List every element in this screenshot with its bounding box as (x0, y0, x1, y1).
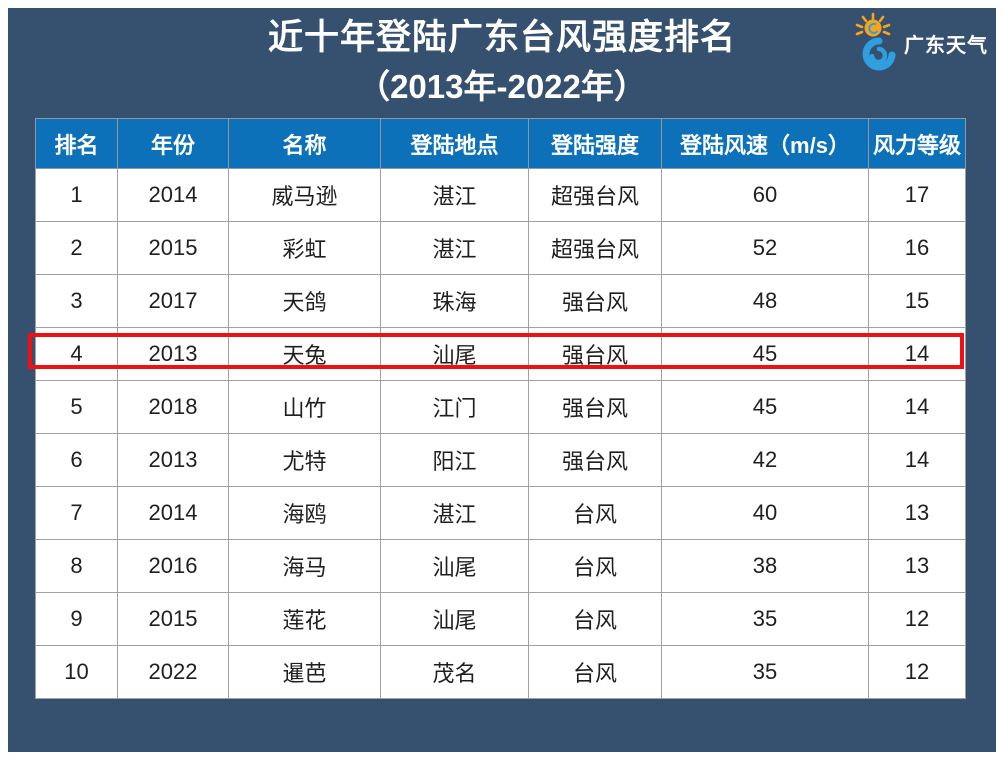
board: 近十年登陆广东台风强度排名 （2013年-2022年） 广东天气 (8, 8, 996, 752)
table-cell: 尤特 (228, 433, 381, 487)
table-cell: 2013 (117, 433, 229, 487)
col-header-year: 年份 (117, 118, 229, 169)
page-title: 近十年登陆广东台风强度排名 (267, 18, 736, 57)
table-cell: 2015 (117, 592, 229, 646)
col-header-landfall-location: 登陆地点 (380, 118, 529, 169)
col-header-landfall-intensity: 登陆强度 (528, 118, 662, 169)
table-cell: 山竹 (228, 380, 381, 434)
table-cell: 暹芭 (228, 645, 381, 699)
table-cell: 5 (35, 380, 118, 434)
table-cell: 超强台风 (528, 168, 662, 222)
table-cell: 45 (661, 327, 869, 381)
table-row: 1 2014 威马逊 湛江 超强台风 60 17 (35, 168, 966, 222)
table-cell: 彩虹 (228, 221, 381, 275)
table-cell: 2 (35, 221, 118, 275)
table-cell: 天兔 (228, 327, 381, 381)
table-row: 3 2017 天鸽 珠海 强台风 48 15 (35, 274, 966, 328)
table-cell: 台风 (528, 592, 662, 646)
table-cell: 1 (35, 168, 118, 222)
table-cell: 45 (661, 380, 869, 434)
table-cell: 14 (868, 433, 966, 487)
table-cell: 台风 (528, 645, 662, 699)
table-cell: 2015 (117, 221, 229, 275)
table-cell: 茂名 (380, 645, 529, 699)
table-cell: 阳江 (380, 433, 529, 487)
table-cell: 7 (35, 486, 118, 540)
table-cell: 8 (35, 539, 118, 593)
sun-typhoon-icon (855, 12, 896, 71)
table-cell: 12 (868, 592, 966, 646)
table-cell: 42 (661, 433, 869, 487)
table-cell: 40 (661, 486, 869, 540)
table-cell: 湛江 (380, 221, 529, 275)
col-header-wind-speed: 登陆风速（m/s） (661, 118, 869, 169)
table-cell: 10 (35, 645, 118, 699)
table-cell: 海鸥 (228, 486, 381, 540)
table-cell: 17 (868, 168, 966, 222)
table-row: 8 2016 海马 汕尾 台风 38 13 (35, 539, 966, 593)
table-cell: 35 (661, 645, 869, 699)
table-cell: 35 (661, 592, 869, 646)
table-row: 9 2015 莲花 汕尾 台风 35 12 (35, 592, 966, 646)
table-cell: 2014 (117, 486, 229, 540)
table-body: 1 2014 威马逊 湛江 超强台风 60 17 2 2015 彩虹 湛江 超强台风 52 16 3 2017… (35, 168, 966, 699)
table-row: 6 2013 尤特 阳江 强台风 42 14 (35, 433, 966, 487)
table-cell: 湛江 (380, 486, 529, 540)
table-row: 5 2018 山竹 江门 强台风 45 14 (35, 380, 966, 434)
table-cell: 14 (868, 380, 966, 434)
table-cell: 2016 (117, 539, 229, 593)
table-cell: 强台风 (528, 380, 662, 434)
table-cell: 2017 (117, 274, 229, 328)
table-cell: 13 (868, 539, 966, 593)
table-cell: 莲花 (228, 592, 381, 646)
table-cell: 3 (35, 274, 118, 328)
typhoon-table: 排名 年份 名称 登陆地点 登陆强度 登陆风速（m/s） 风力等级 1 2014 威… (35, 118, 966, 699)
table-cell: 48 (661, 274, 869, 328)
col-header-wind-scale: 风力等级 (868, 118, 966, 169)
table-cell: 60 (661, 168, 869, 222)
table-cell: 强台风 (528, 274, 662, 328)
table-cell: 海马 (228, 539, 381, 593)
table-cell: 强台风 (528, 433, 662, 487)
table-cell: 台风 (528, 486, 662, 540)
table-cell: 超强台风 (528, 221, 662, 275)
table-cell: 天鸽 (228, 274, 381, 328)
table-row: 7 2014 海鸥 湛江 台风 40 13 (35, 486, 966, 540)
page-subtitle: （2013年-2022年） (357, 68, 647, 105)
table-cell: 湛江 (380, 168, 529, 222)
logo-text: 广东天气 (904, 34, 988, 57)
table-row: 2 2015 彩虹 湛江 超强台风 52 16 (35, 221, 966, 275)
table-cell: 威马逊 (228, 168, 381, 222)
table-cell: 15 (868, 274, 966, 328)
table-row: 10 2022 暹芭 茂名 台风 35 12 (35, 645, 966, 699)
table-row: 4 2013 天兔 汕尾 强台风 45 14 (35, 327, 966, 381)
table-cell: 汕尾 (380, 539, 529, 593)
table-cell: 2014 (117, 168, 229, 222)
table-cell: 14 (868, 327, 966, 381)
table-cell: 汕尾 (380, 327, 529, 381)
table-cell: 16 (868, 221, 966, 275)
table-cell: 2013 (117, 327, 229, 381)
table-cell: 强台风 (528, 327, 662, 381)
table-cell: 9 (35, 592, 118, 646)
logo: 广东天气 (853, 12, 988, 74)
table-cell: 4 (35, 327, 118, 381)
col-header-name: 名称 (228, 118, 381, 169)
table-cell: 江门 (380, 380, 529, 434)
table-cell: 珠海 (380, 274, 529, 328)
table-cell: 2022 (117, 645, 229, 699)
table-cell: 6 (35, 433, 118, 487)
table-cell: 12 (868, 645, 966, 699)
table-cell: 38 (661, 539, 869, 593)
table-cell: 汕尾 (380, 592, 529, 646)
table-cell: 52 (661, 221, 869, 275)
table-cell: 13 (868, 486, 966, 540)
table-cell: 台风 (528, 539, 662, 593)
table-header-row: 排名 年份 名称 登陆地点 登陆强度 登陆风速（m/s） 风力等级 (35, 118, 966, 169)
table-cell: 2018 (117, 380, 229, 434)
col-header-rank: 排名 (35, 118, 118, 169)
